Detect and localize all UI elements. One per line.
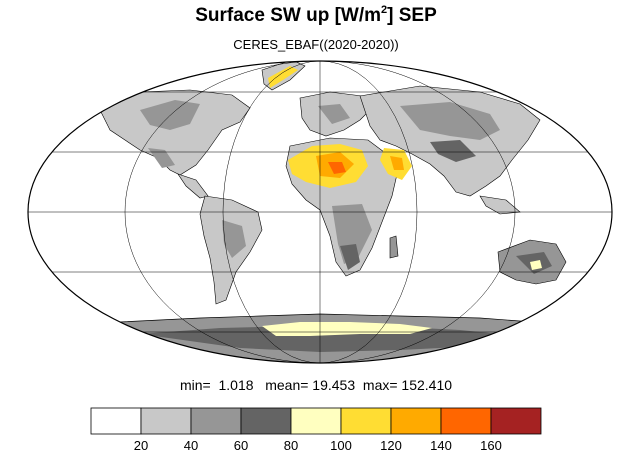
mean-label: mean= [265,377,309,393]
colorbar-label: 80 [283,438,299,453]
colorbar-swatch [340,407,392,435]
mean-value: 19.453 [312,377,356,393]
colorbar-label: 40 [183,438,199,453]
max-value: 152.410 [401,377,453,393]
colorbar [90,407,542,435]
desert-australia [530,260,542,270]
colorbar-swatch [290,407,342,435]
land-europe-mid [318,104,350,124]
colorbar-swatch [440,407,492,435]
desert-sahara-hot [328,162,346,174]
max-label: max= [362,377,398,393]
land-africa-dark [340,244,360,270]
colorbar-swatch [390,407,442,435]
colorbar-label: 160 [480,438,502,453]
map-subtitle: CERES_EBAF((2020-2020)) [233,37,399,52]
colorbar-swatch [190,407,242,435]
colorbar-label: 140 [430,438,452,453]
colorbar-swatch [90,407,142,435]
land-se-asia [479,195,521,215]
colorbar-label: 100 [330,438,352,453]
colorbar-label: 60 [233,438,249,453]
stats-line: min= 1.018 mean= 19.453 max= 152.410 [0,377,632,393]
ice-greenland [268,66,298,88]
land-asia-mid [400,102,500,140]
colorbar-swatch [240,407,292,435]
land-south-america-mid [222,220,246,258]
colorbar-labels: 20 40 60 80 100 120 140 160 [0,438,632,458]
land-central-america [177,173,209,199]
land-north-america-west [148,148,175,168]
colorbar-label: 20 [133,438,149,453]
land-antarctica-dark [140,326,520,352]
globe-outline [27,60,613,364]
ice-antarctica [262,322,432,336]
land-north-america [99,89,251,176]
colorbar-swatch [490,407,542,435]
land-madagascar [389,235,399,259]
min-label: min= [179,377,211,393]
min-value: 1.018 [218,377,254,393]
land-north-america-mid [140,100,200,130]
colorbar-swatch [140,407,192,435]
desert-arabia-core [390,156,404,170]
land-asia-dark [430,140,476,162]
map-title: Surface SW up [W/m2] SEP [195,4,437,26]
colorbar-label: 120 [380,438,402,453]
